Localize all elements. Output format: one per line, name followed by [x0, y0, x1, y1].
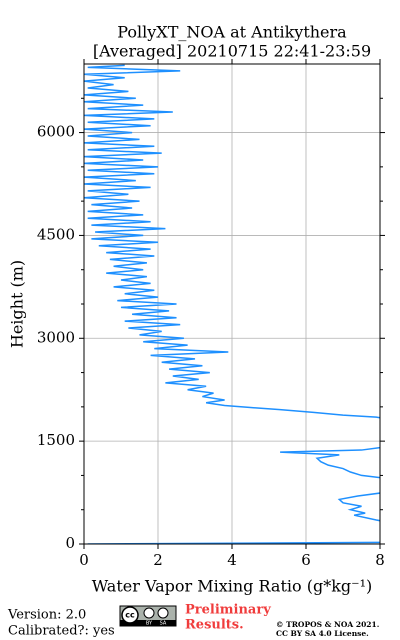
badge-sa	[157, 607, 169, 619]
x-tick-label: 4	[227, 551, 237, 569]
y-tick-label: 6000	[37, 123, 75, 141]
plot-frame	[83, 63, 381, 545]
chart-title: PollyXT_NOA at Antikythera	[117, 23, 347, 42]
copyright: CC BY SA 4.0 License.	[276, 629, 369, 638]
calibrated: Calibrated?: yes	[8, 624, 115, 639]
version: Version: 2.0	[7, 608, 86, 623]
x-tick-label: 0	[79, 551, 89, 569]
badge-strip	[120, 620, 176, 626]
y-tick-label: 3000	[37, 328, 75, 346]
preliminary: Results.	[185, 618, 244, 633]
badge-text: cc	[125, 611, 135, 620]
badge-text: SA	[160, 621, 167, 627]
profile-line	[84, 64, 380, 544]
x-tick-label: 6	[301, 551, 311, 569]
license-badge: cc BY SA	[119, 605, 177, 627]
copyright: © TROPOS & NOA 2021.	[276, 620, 379, 629]
preliminary: Preliminary	[185, 603, 271, 618]
x-tick-label: 2	[153, 551, 163, 569]
y-tick-label: 4500	[37, 225, 75, 243]
badge-by	[143, 607, 155, 619]
y-axis-label: Height (m)	[8, 260, 27, 348]
badge-cc	[121, 606, 139, 624]
y-tick-label: 0	[65, 534, 75, 552]
y-tick-label: 1500	[37, 431, 75, 449]
chart-subtitle: [Averaged] 20210715 22:41-23:59	[93, 42, 371, 61]
x-axis-label: Water Vapor Mixing Ratio (g*kg⁻¹)	[92, 577, 372, 596]
badge-text: BY	[146, 621, 153, 627]
x-tick-label: 8	[375, 551, 385, 569]
